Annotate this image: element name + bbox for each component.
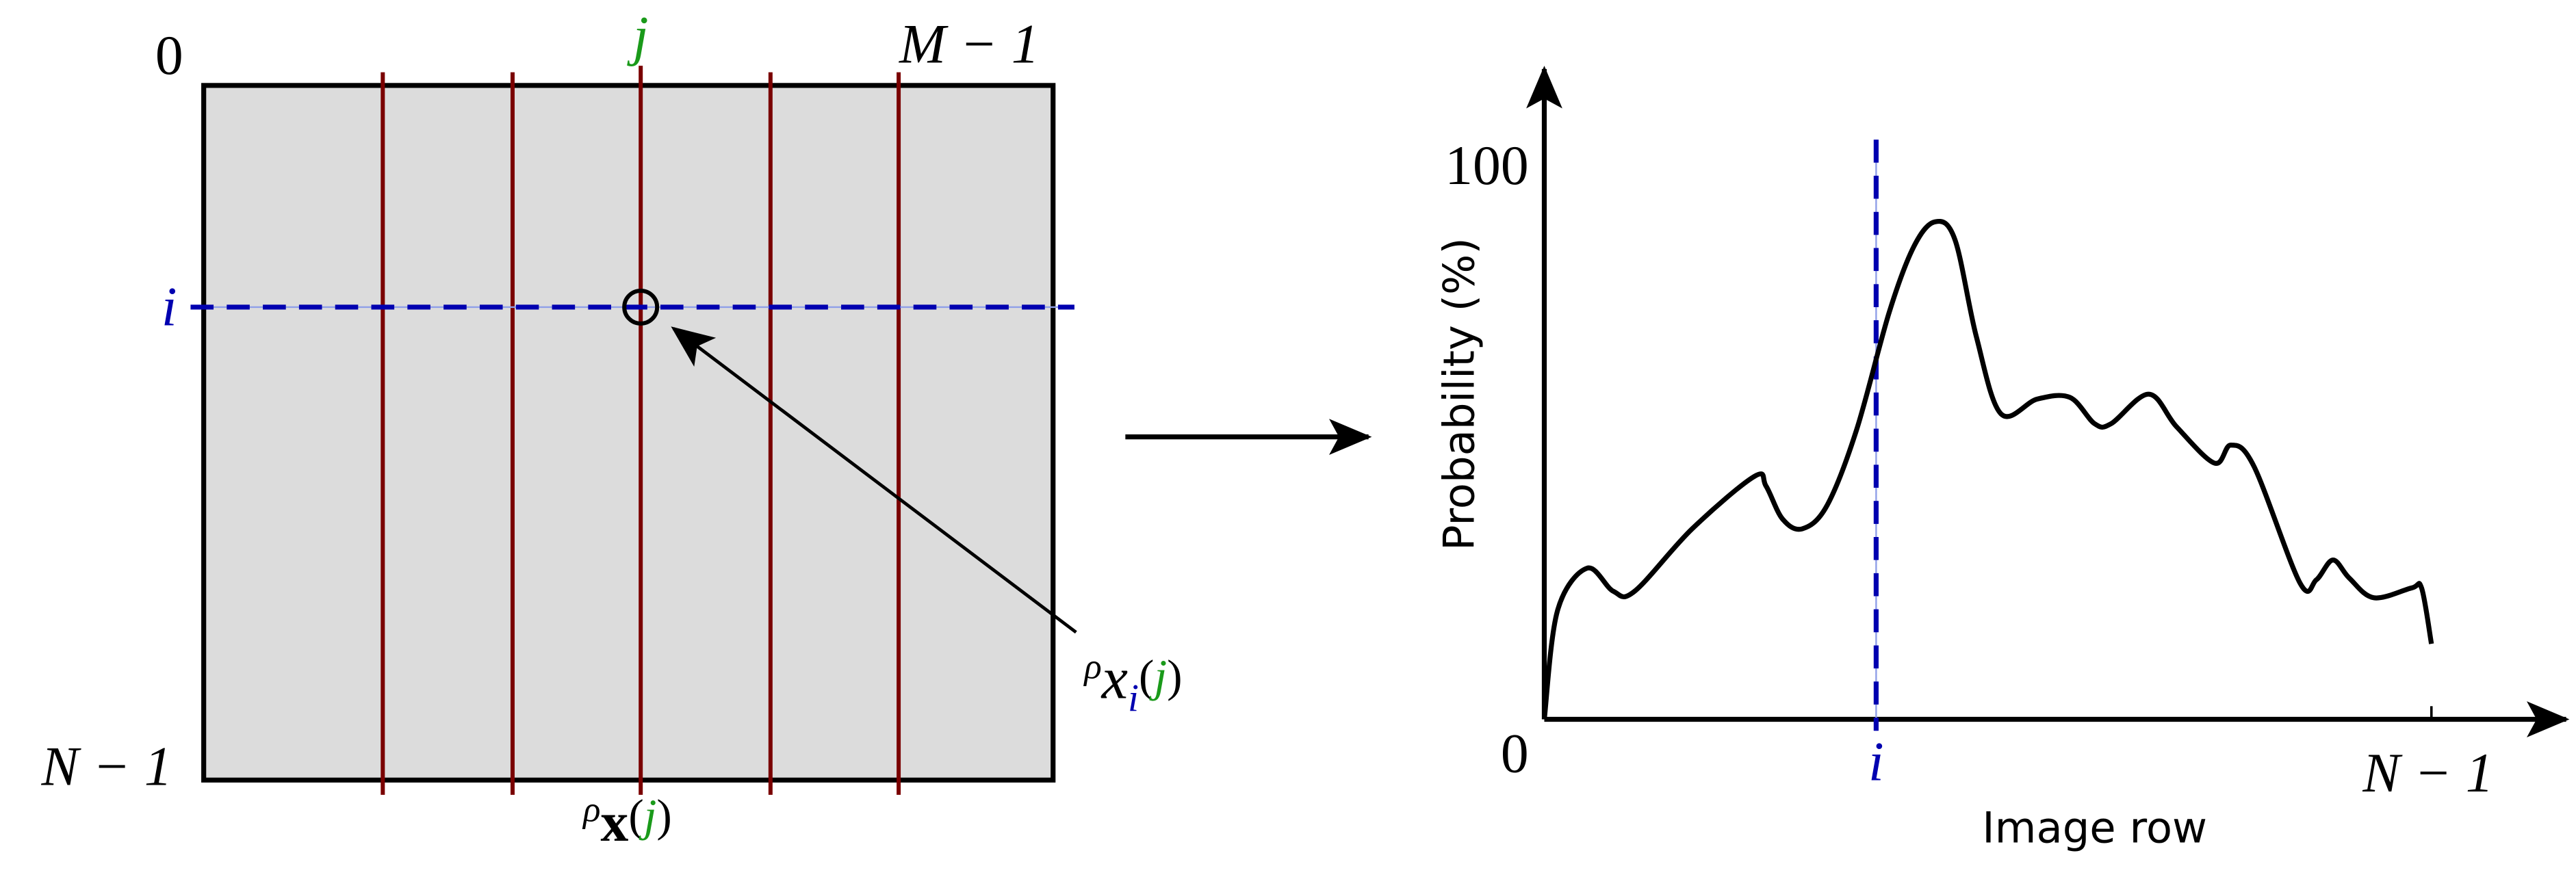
row-label: i bbox=[162, 275, 177, 337]
paren: ) bbox=[656, 790, 671, 841]
rho: ρ bbox=[1083, 646, 1101, 686]
column-lines bbox=[381, 66, 901, 795]
column-label: j bbox=[627, 4, 649, 66]
corner-label: 0 bbox=[155, 24, 183, 86]
origin-label: 0 bbox=[1501, 722, 1529, 784]
probability-curve bbox=[1541, 219, 2434, 720]
pixel-label: ρxi(j) bbox=[1083, 645, 1182, 720]
paren: ( bbox=[628, 790, 643, 841]
pointer-arrow bbox=[671, 326, 1077, 634]
column-sum-label: ρx(j) bbox=[582, 789, 672, 853]
y-axis-label: Probability (%) bbox=[1434, 237, 1484, 551]
y-max-label: 100 bbox=[1445, 134, 1528, 196]
x-end-label: N − 1 bbox=[2362, 742, 2493, 804]
var: x bbox=[601, 791, 629, 853]
pixel-marker bbox=[622, 288, 660, 326]
corner-label: M − 1 bbox=[899, 12, 1040, 75]
image-grid bbox=[190, 66, 1077, 795]
paren: ) bbox=[1167, 651, 1182, 702]
var: x bbox=[1100, 645, 1128, 711]
rho: ρ bbox=[582, 789, 600, 829]
corner-label: N − 1 bbox=[40, 735, 172, 798]
index: i bbox=[1128, 677, 1139, 720]
x-marker-label: i bbox=[1868, 730, 1884, 792]
paren: ( bbox=[1139, 651, 1154, 702]
image-area bbox=[201, 83, 1056, 783]
x-axis-label: Image row bbox=[1982, 803, 2207, 853]
